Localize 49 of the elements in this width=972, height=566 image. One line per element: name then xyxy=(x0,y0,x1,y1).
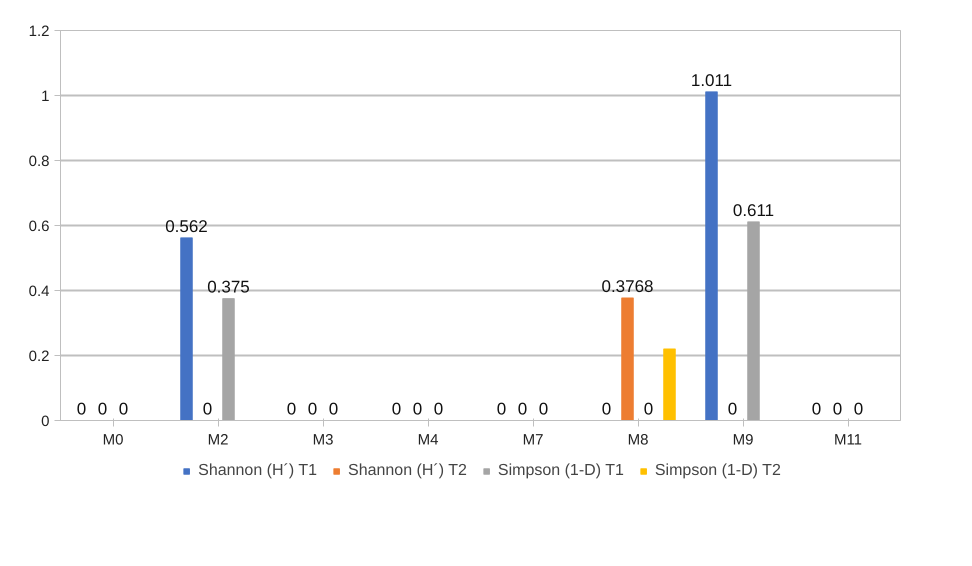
x-tick-label: M4 xyxy=(418,432,438,448)
data-label: 0 xyxy=(538,400,548,418)
data-label: 0.562 xyxy=(165,216,208,236)
x-tick-label: M9 xyxy=(732,432,754,448)
data-label: 0 xyxy=(202,400,212,418)
y-tick-label: 0 xyxy=(41,413,50,430)
y-tick-label: 0.4 xyxy=(28,283,50,300)
y-tick-label: 0.8 xyxy=(28,153,50,170)
data-label: 0.611 xyxy=(732,200,774,220)
data-label: 0 xyxy=(76,400,86,418)
bar xyxy=(705,91,718,420)
data-label: 0.375 xyxy=(207,278,250,297)
legend-label: Shannon (H´) T1 xyxy=(198,462,318,480)
bar xyxy=(663,348,676,420)
legend-label: Shannon (H´) T2 xyxy=(348,462,467,480)
data-label: 1.011 xyxy=(690,70,732,90)
y-tick-label: 1.2 xyxy=(28,23,50,40)
data-label: 0 xyxy=(286,400,296,418)
y-tick-label: 1 xyxy=(41,88,50,105)
data-label: 0 xyxy=(602,400,612,418)
bar xyxy=(621,298,634,420)
data-label: 0 xyxy=(308,400,318,418)
data-label: 0 xyxy=(832,400,842,418)
data-label: 0 xyxy=(854,400,864,418)
x-tick-label: M7 xyxy=(522,432,544,448)
y-tick-label: 0.6 xyxy=(28,218,50,235)
data-label: 0 xyxy=(392,400,402,418)
x-tick-label: M11 xyxy=(834,432,862,448)
y-tick-label: 0.2 xyxy=(28,348,50,365)
bar xyxy=(180,237,193,420)
x-tick-label: M0 xyxy=(102,432,124,448)
data-label: 0 xyxy=(328,400,338,418)
data-label: 0 xyxy=(728,400,738,418)
data-label: 0 xyxy=(98,400,108,418)
data-label: 0 xyxy=(518,400,528,418)
data-label: 0 xyxy=(412,400,422,418)
data-label: 0 xyxy=(118,400,128,418)
x-tick-label: M2 xyxy=(208,432,228,448)
data-label: 0 xyxy=(812,400,822,418)
data-label: 0.3768 xyxy=(602,277,654,296)
data-label: 0 xyxy=(496,400,506,418)
legend-label: Simpson (1-D) T2 xyxy=(654,462,781,480)
x-tick-label: M8 xyxy=(628,432,648,448)
bar xyxy=(747,221,760,420)
data-label: 0 xyxy=(434,400,444,418)
legend-label: Simpson (1-D) T1 xyxy=(498,462,624,480)
bar xyxy=(222,298,235,420)
x-tick-label: M3 xyxy=(312,432,334,448)
data-label: 0 xyxy=(644,400,654,418)
